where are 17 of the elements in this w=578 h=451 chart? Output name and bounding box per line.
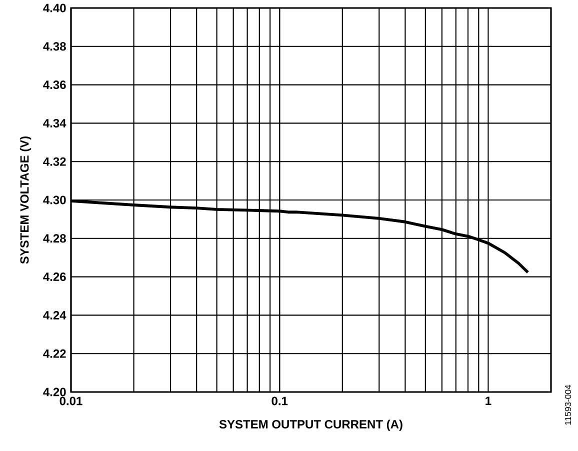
y-tick-label: 4.24 <box>43 311 66 320</box>
y-tick-label: 4.32 <box>43 157 66 166</box>
y-tick-label: 4.22 <box>43 349 66 358</box>
y-tick-label: 4.20 <box>43 388 66 396</box>
y-tick-label: 4.34 <box>43 118 66 128</box>
y-tick-label: 4.40 <box>43 4 66 12</box>
x-tick-label: 1 <box>486 396 492 405</box>
y-tick-label: 4.28 <box>43 234 66 243</box>
y-tick-label: 4.38 <box>43 42 66 51</box>
y-axis-title: SYSTEM VOLTAGE (V) <box>20 136 32 264</box>
x-tick-label: 0.01 <box>60 396 82 406</box>
y-tick-label: 4.30 <box>43 196 66 204</box>
x-axis-title: SYSTEM OUTPUT CURRENT (A) <box>219 420 402 431</box>
x-tick-label: 0.1 <box>272 396 288 406</box>
y-tick-label: 4.36 <box>43 80 66 90</box>
y-tick-label: 4.26 <box>43 272 66 282</box>
text: 11593-004 <box>564 384 572 425</box>
